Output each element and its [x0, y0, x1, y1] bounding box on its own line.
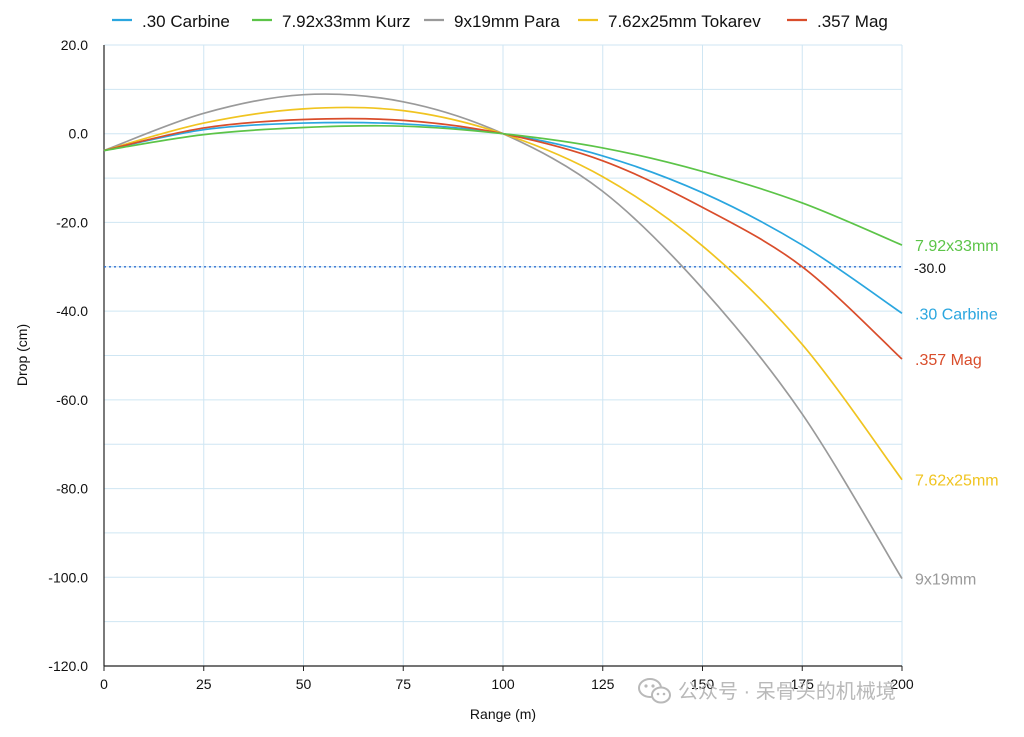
series-line-7-62x25mm [103, 106, 903, 481]
reference-line-group: -30.0 [104, 260, 946, 276]
axes: 0 25 50 75 100 125 150 175 200 20.0 0.0 -20.0 -40.0 -… [48, 37, 914, 692]
reference-line-label: -30.0 [914, 260, 946, 276]
y-tick-label: -80.0 [56, 481, 88, 497]
x-tick-label: 100 [491, 676, 515, 692]
end-label: 9x19mm [915, 572, 976, 589]
legend-label: .30 Carbine [142, 12, 230, 31]
watermark-text: 公众号 · 呆骨头的机械境 [678, 680, 896, 703]
x-tick-label: 200 [890, 676, 914, 692]
end-label: 7.92x33mm [915, 238, 999, 255]
y-axis-title: Drop (cm) [14, 324, 30, 386]
y-tick-label: 0.0 [69, 126, 89, 142]
series-line-7-92x33mm [103, 124, 903, 246]
legend-label: 7.62x25mm Tokarev [608, 12, 761, 31]
y-tick-label: -60.0 [56, 392, 88, 408]
x-tick-label: 25 [196, 676, 212, 692]
x-tick-label: 75 [395, 676, 411, 692]
grid [104, 44, 903, 666]
legend-label: .357 Mag [817, 12, 888, 31]
legend-label: 7.92x33mm Kurz [282, 12, 411, 31]
x-tick-label: 150 [691, 676, 715, 692]
y-tick-label: -120.0 [48, 658, 88, 674]
end-label: .357 Mag [915, 352, 982, 369]
x-axis-title: Range (m) [470, 706, 536, 722]
y-tick-label: -40.0 [56, 303, 88, 319]
y-tick-label: -100.0 [48, 569, 88, 585]
y-tick-label: 20.0 [61, 37, 88, 53]
x-tick-label: 50 [296, 676, 312, 692]
end-label: .30 Carbine [915, 306, 998, 323]
series-line-9x19mm [103, 93, 903, 580]
legend: .30 Carbine 7.92x33mm Kurz 9x19mm Para 7.62… [112, 12, 888, 31]
x-tick-label: 125 [591, 676, 615, 692]
x-tick-label: 175 [791, 676, 815, 692]
end-label: 7.62x25mm [915, 473, 999, 490]
watermark: 公众号 · 呆骨头的机械境 [638, 678, 896, 704]
wechat-icon [638, 678, 671, 704]
end-labels: .30 Carbine 7.92x33mm 9x19mm 7.62x25mm .357 … [915, 238, 999, 589]
y-tick-label: -20.0 [56, 214, 88, 230]
x-tick-label: 0 [100, 676, 108, 692]
series-group [103, 93, 903, 580]
legend-label: 9x19mm Para [454, 12, 560, 31]
